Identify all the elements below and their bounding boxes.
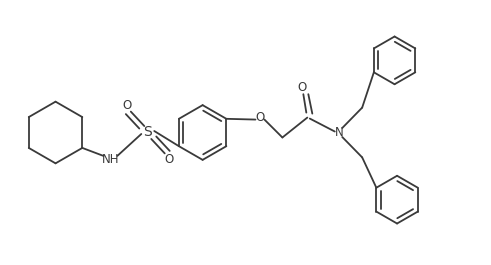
Text: S: S: [143, 126, 152, 139]
Text: O: O: [255, 111, 265, 124]
Text: NH: NH: [102, 153, 119, 166]
Text: O: O: [122, 99, 132, 112]
Text: N: N: [335, 126, 344, 139]
Text: O: O: [164, 153, 173, 166]
Text: O: O: [298, 81, 307, 94]
